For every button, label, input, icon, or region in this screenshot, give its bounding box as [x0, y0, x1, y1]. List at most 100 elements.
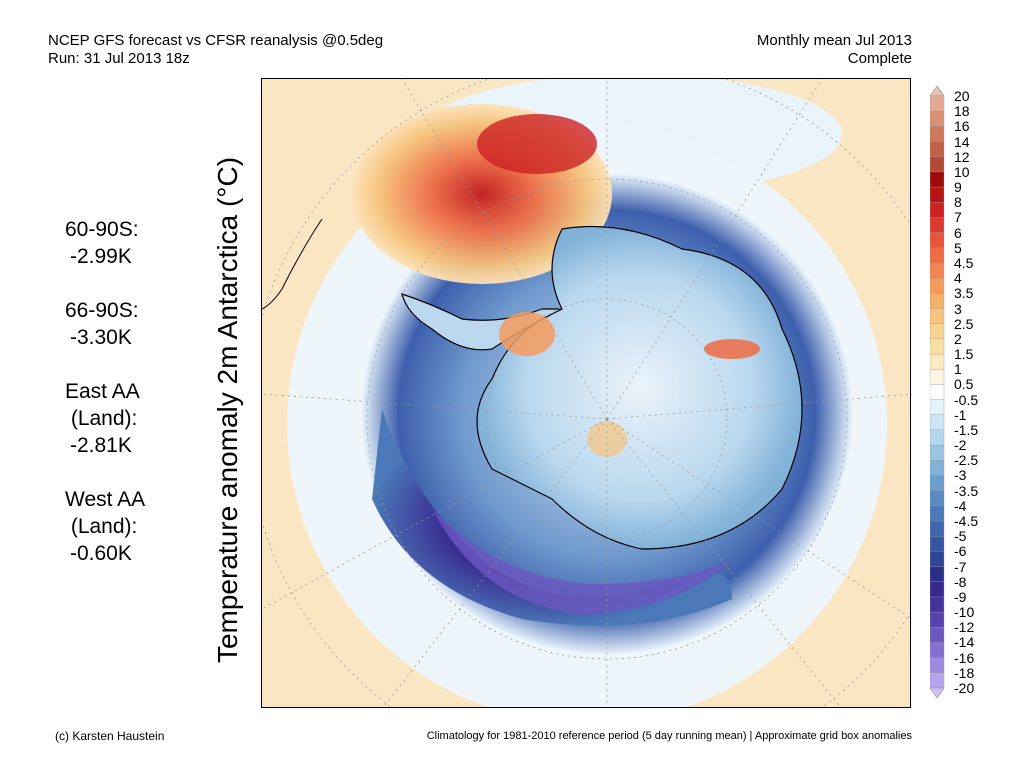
colorbar-tick-label: 12	[954, 148, 970, 165]
colorbar-top-arrow	[930, 86, 945, 97]
colorbar-cell	[930, 566, 945, 583]
stat-block: East AA (Land): -2.81K	[65, 378, 145, 459]
colorbar-cell	[930, 232, 945, 249]
colorbar-cell	[930, 353, 945, 370]
colorbar-tick-label: -14	[954, 634, 975, 651]
colorbar-cell	[930, 338, 945, 355]
colorbar-tick-label: -16	[954, 649, 975, 666]
colorbar-cell	[930, 596, 945, 613]
colorbar-cell	[930, 520, 945, 537]
colorbar-cell	[930, 475, 945, 492]
colorbar-cell	[930, 277, 945, 294]
colorbar-cell	[930, 323, 945, 340]
colorbar-tick-label: 7	[954, 209, 962, 226]
colorbar-cell	[930, 247, 945, 264]
colorbar-tick-label: 4	[954, 270, 962, 287]
footer-note: Climatology for 1981-2010 reference peri…	[426, 730, 912, 742]
stat-value: -3.30K	[70, 326, 132, 349]
colorbar-svg	[930, 86, 945, 698]
colorbar-cell	[930, 202, 945, 218]
colorbar-tick-label: -1.5	[954, 421, 979, 438]
colorbar-cell	[930, 308, 945, 325]
peninsula-warm-spot	[499, 312, 555, 356]
colorbar-tick-label: 3.5	[954, 285, 974, 302]
colorbar-cell	[930, 293, 945, 310]
colorbar-cell	[930, 186, 945, 203]
stat-region: 66-90S:	[65, 299, 139, 322]
run-info: Run: 31 Jul 2013 18z	[48, 50, 190, 67]
regional-stats: 60-90S: -2.99K 66-90S: -3.30K East AA (Land)…	[65, 216, 145, 594]
colorbar-tick-label: -5	[954, 528, 967, 545]
colorbar-tick-label: 18	[954, 103, 970, 120]
cold-anomaly-core	[432, 509, 732, 614]
colorbar-tick-label: 8	[954, 194, 962, 211]
warm-anomaly-core	[477, 114, 597, 174]
colorbar-cell	[930, 536, 945, 552]
graticule	[262, 79, 910, 707]
colorbar-cell	[930, 95, 945, 112]
colorbar-tick-label: 14	[954, 133, 970, 150]
colorbar-cell	[930, 611, 945, 628]
colorbar-cell	[930, 444, 945, 461]
south-america-coast	[262, 218, 323, 310]
colorbar-cell	[930, 141, 945, 158]
colorbar-cell	[930, 657, 945, 674]
colorbar-cell	[930, 384, 945, 401]
chart-title: NCEP GFS forecast vs CFSR reanalysis @0.…	[48, 32, 384, 49]
cold-anomaly-region	[372, 409, 732, 626]
colorbar-tick-label: 5	[954, 239, 962, 256]
colorbar-tick-label: 1	[954, 361, 962, 378]
colorbar-cell	[930, 262, 945, 279]
colorbar-cell	[930, 672, 945, 689]
stat-value: -2.81K	[70, 434, 132, 457]
colorbar-cell	[930, 369, 945, 385]
colorbar-bottom-arrow	[930, 687, 945, 698]
stat-block: West AA (Land): -0.60K	[65, 486, 145, 567]
colorbar-tick-label: -8	[954, 573, 967, 590]
colorbar-tick-label: -12	[954, 619, 975, 636]
colorbar-cell	[930, 642, 945, 659]
colorbar-tick-label: -20	[954, 680, 975, 696]
colorbar-tick-label: 2	[954, 330, 962, 347]
stat-block: 60-90S: -2.99K	[65, 216, 145, 270]
colorbar	[930, 86, 950, 698]
colorbar-tick-label: -2	[954, 437, 967, 454]
colorbar-tick-label: 1.5	[954, 346, 974, 363]
colorbar-cell	[930, 414, 945, 431]
colorbar-cell	[930, 126, 945, 143]
colorbar-tick-label: -6	[954, 543, 967, 560]
antarctic-anomaly-map	[261, 78, 911, 708]
colorbar-cell	[930, 399, 945, 416]
colorbar-cell	[930, 156, 945, 173]
colorbar-tick-label: 10	[954, 163, 970, 180]
stat-region: West AA (Land):	[65, 488, 146, 538]
header-left: NCEP GFS forecast vs CFSR reanalysis @0.…	[48, 32, 383, 68]
colorbar-cell	[930, 551, 945, 568]
stat-block: 66-90S: -3.30K	[65, 297, 145, 351]
colorbar-tick-label: 9	[954, 179, 962, 196]
stat-region: East AA (Land):	[65, 380, 140, 430]
stat-value: -2.99K	[70, 245, 132, 268]
colorbar-cell	[930, 490, 945, 507]
colorbar-tick-label: 16	[954, 118, 970, 135]
status-label: Complete	[847, 50, 912, 67]
colorbar-tick-label: -9	[954, 588, 967, 605]
stat-value: -0.60K	[70, 542, 132, 565]
colorbar-tick-label: -4	[954, 497, 967, 514]
colorbar-tick-label: -4.5	[954, 513, 979, 530]
stat-region: 60-90S:	[65, 218, 139, 241]
colorbar-tick-label: -18	[954, 664, 975, 681]
credit-text: (c) Karsten Haustein	[55, 729, 165, 743]
colorbar-cell	[930, 581, 945, 598]
colorbar-cell	[930, 627, 945, 643]
colorbar-tick-label: 2.5	[954, 315, 974, 332]
map-svg	[262, 79, 910, 707]
antarctic-peninsula	[401, 293, 563, 351]
colorbar-cell	[930, 460, 945, 476]
colorbar-tick-label: 20	[954, 88, 970, 104]
colorbar-cell	[930, 505, 945, 522]
colorbar-tick-label: 4.5	[954, 254, 974, 271]
colorbar-tick-label: -3	[954, 467, 967, 484]
colorbar-cell	[930, 429, 945, 446]
colorbar-tick-label: -1	[954, 406, 967, 423]
